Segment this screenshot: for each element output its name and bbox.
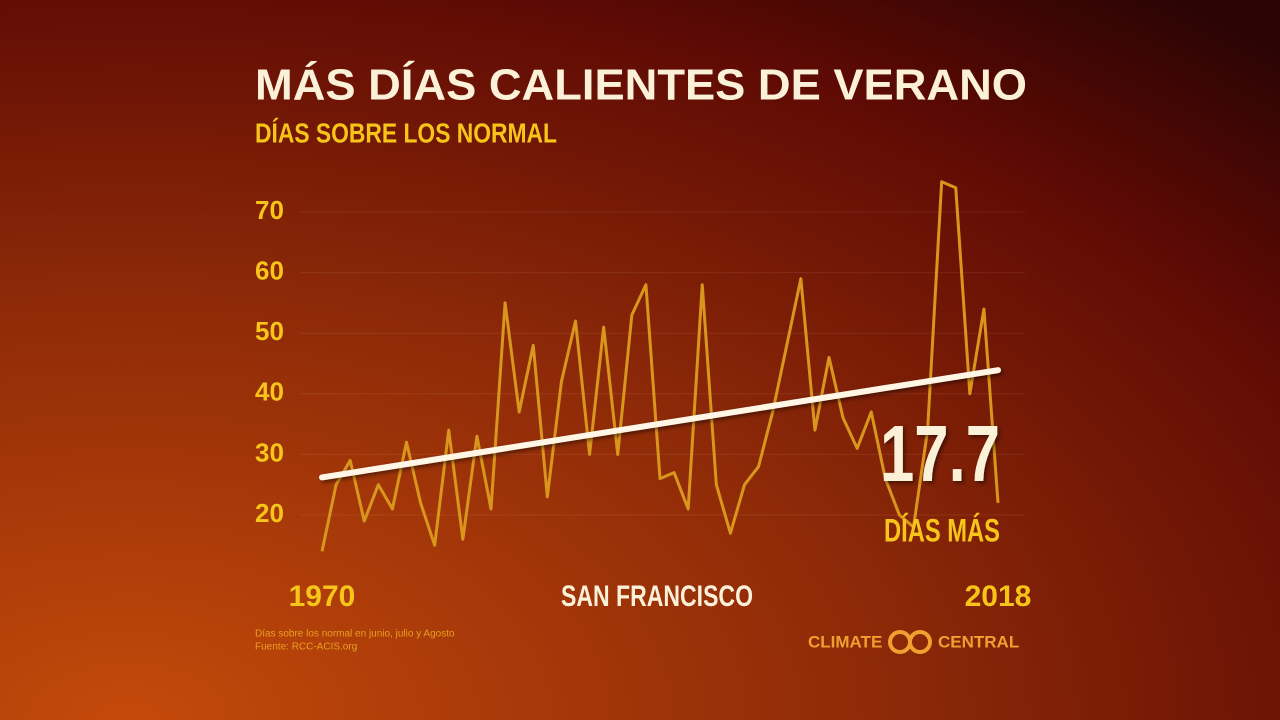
annotation-label: DÍAS MÁS (884, 512, 1000, 548)
logo-text: CLIMATE (808, 632, 882, 651)
y-tick-label: 20 (255, 498, 284, 528)
x-axis-label: SAN FRANCISCO (561, 580, 753, 613)
y-tick-label: 30 (255, 437, 284, 467)
chart-subtitle: DÍAS SOBRE LOS NORMAL (255, 117, 557, 148)
y-tick-label: 70 (255, 195, 284, 225)
data-line (320, 180, 1000, 552)
annotation-value: 17.7 (880, 409, 1000, 498)
x-tick-label: 2018 (965, 580, 1032, 613)
logo-text: CENTRAL (938, 632, 1019, 651)
y-tick-label: 60 (255, 255, 284, 285)
trend-line (319, 367, 1001, 481)
footnote: Días sobre los normal en junio, julio y … (255, 629, 455, 640)
logo-icon (888, 630, 932, 654)
y-tick-label: 40 (255, 377, 284, 407)
x-tick-label: 1970 (289, 580, 356, 613)
footnote: Fuente: RCC-ACIS.org (255, 642, 357, 653)
y-tick-label: 50 (255, 316, 284, 346)
chart-title: MÁS DÍAS CALIENTES DE VERANO (255, 60, 1027, 110)
